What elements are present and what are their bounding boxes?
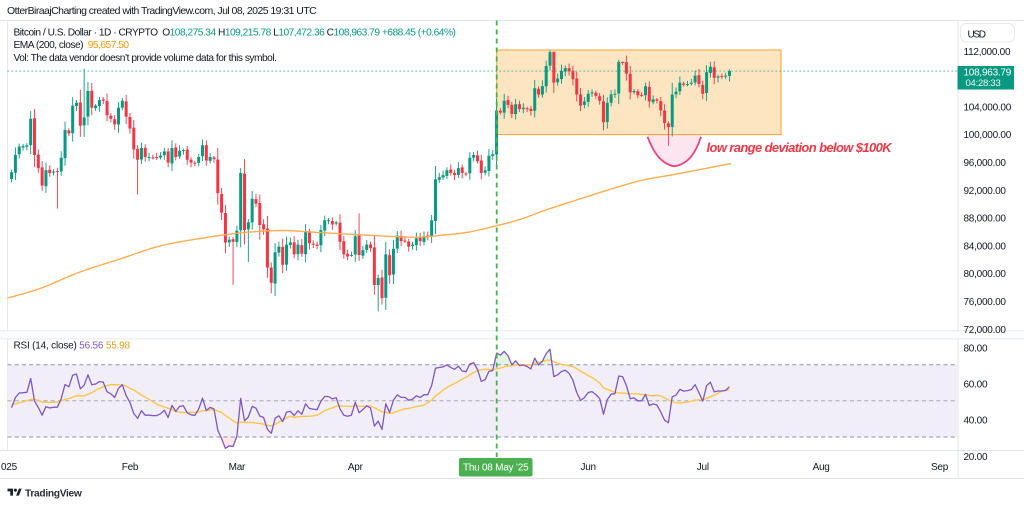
svg-text:low range deviation below $100: low range deviation below $100K [707, 140, 894, 155]
svg-text:60.00: 60.00 [964, 380, 988, 391]
svg-text:Thu 08 May ’25: Thu 08 May ’25 [463, 463, 529, 474]
svg-text:Bitcoin / U.S. Dollar · 1D · C: Bitcoin / U.S. Dollar · 1D · CRYPTO O108… [14, 28, 456, 39]
svg-text:100,000.00: 100,000.00 [964, 130, 1012, 141]
svg-text:RSI (14, close) 56.56 55.98: RSI (14, close) 56.56 55.98 [14, 341, 131, 352]
svg-text:TradingView: TradingView [25, 489, 82, 500]
svg-text:72,000.00: 72,000.00 [964, 325, 1007, 336]
svg-text:80.00: 80.00 [964, 343, 988, 354]
svg-text:84,000.00: 84,000.00 [964, 241, 1007, 252]
svg-text:112,000.00: 112,000.00 [964, 47, 1011, 58]
svg-text:Sep: Sep [931, 462, 949, 473]
svg-text:Jul: Jul [697, 462, 709, 473]
svg-text:04:28:33: 04:28:33 [966, 78, 1001, 89]
svg-text:20.00: 20.00 [964, 452, 988, 463]
svg-text:Apr: Apr [348, 462, 364, 473]
svg-text:EMA (200, close) 95,657.50: EMA (200, close) 95,657.50 [14, 40, 130, 51]
svg-text:96,000.00: 96,000.00 [964, 158, 1007, 169]
svg-text:92,000.00: 92,000.00 [964, 186, 1007, 197]
svg-text:88,000.00: 88,000.00 [964, 214, 1007, 225]
svg-text:80,000.00: 80,000.00 [964, 269, 1007, 280]
svg-text:104,000.00: 104,000.00 [964, 102, 1012, 113]
svg-text:Mar: Mar [229, 462, 246, 473]
svg-text:76,000.00: 76,000.00 [964, 297, 1007, 308]
svg-text:OtterBiraajCharting created wi: OtterBiraajCharting created with Trading… [7, 5, 317, 17]
svg-text:Aug: Aug [813, 462, 830, 473]
svg-text:40.00: 40.00 [964, 416, 988, 427]
svg-text:025: 025 [1, 462, 18, 473]
svg-text:Feb: Feb [122, 462, 139, 473]
svg-text:USD: USD [968, 29, 986, 40]
svg-text:108,963.79: 108,963.79 [964, 68, 1012, 79]
svg-text:Jun: Jun [581, 462, 596, 473]
svg-text:Vol: The data vendor doesn’t p: Vol: The data vendor doesn’t provide vol… [14, 53, 277, 64]
